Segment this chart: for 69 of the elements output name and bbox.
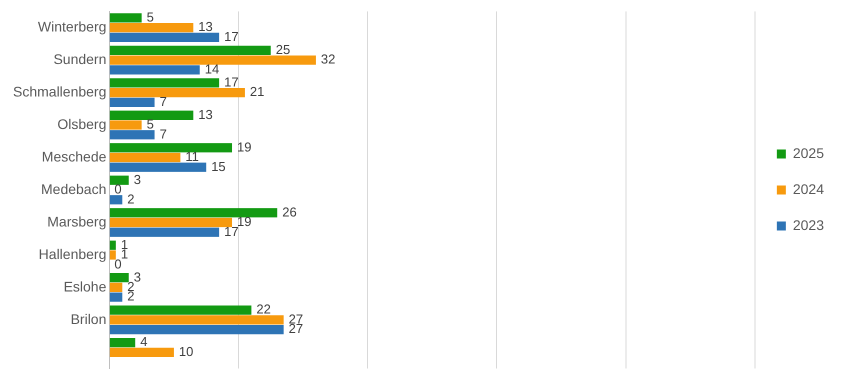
data-label: 17 (224, 224, 239, 239)
data-label: 19 (237, 139, 252, 154)
bar (110, 176, 129, 185)
data-label: 25 (276, 42, 290, 57)
y-tick-label: Marsberg (47, 213, 106, 230)
data-label: 5 (146, 9, 154, 24)
data-label: 7 (160, 94, 167, 109)
bar (110, 325, 284, 334)
bar (110, 32, 220, 42)
bar (110, 338, 136, 348)
bar (110, 88, 245, 98)
data-label: 3 (134, 269, 141, 284)
data-label: 4 (140, 334, 148, 350)
data-label: 0 (114, 182, 122, 197)
bar (110, 23, 194, 32)
data-label: 32 (320, 52, 336, 67)
data-label: 26 (282, 204, 297, 220)
legend-label: 2025 (792, 144, 824, 161)
y-tick-label: Sundern (53, 50, 106, 67)
y-tick-label: Brilon (70, 310, 106, 327)
data-label: 0 (114, 256, 122, 272)
bar (110, 13, 142, 23)
bar (110, 240, 116, 250)
bar (110, 348, 174, 357)
legend-label: 2024 (792, 180, 824, 197)
data-label: 5 (146, 116, 154, 132)
data-label: 11 (185, 149, 199, 164)
data-label: 17 (224, 74, 239, 90)
bar (110, 46, 271, 55)
bar (110, 228, 220, 237)
bar (110, 110, 194, 120)
bar (110, 218, 232, 228)
bar (110, 162, 206, 172)
y-tick-label: Medebach (40, 180, 106, 197)
data-label: 2 (127, 191, 135, 206)
bar (110, 273, 129, 282)
bar (110, 315, 284, 325)
data-label: 15 (211, 158, 226, 174)
y-tick-label: Hallenberg (38, 246, 106, 262)
data-label: 10 (178, 344, 194, 359)
data-label: 21 (250, 84, 264, 100)
data-label: 14 (204, 61, 220, 76)
bar (110, 208, 278, 218)
data-label: 3 (134, 172, 141, 187)
bar (110, 65, 200, 74)
bar (110, 152, 180, 162)
y-tick-label: Schmallenberg (12, 83, 106, 100)
bar (110, 98, 155, 107)
data-label: 7 (160, 126, 167, 142)
data-label: 13 (198, 106, 213, 122)
data-label: 17 (224, 28, 239, 44)
bar (110, 55, 316, 65)
bar (110, 143, 232, 152)
bar (110, 78, 220, 88)
y-tick-label: Meschede (42, 148, 107, 164)
bar (110, 195, 122, 204)
data-label: 22 (256, 302, 271, 317)
y-tick-label: Eslohe (64, 278, 107, 294)
data-label: 13 (198, 19, 213, 34)
bar (110, 130, 155, 140)
y-tick-label: Olsberg (57, 116, 106, 132)
bar (110, 292, 122, 302)
bar (110, 282, 122, 292)
bar (110, 250, 116, 260)
bar (110, 120, 142, 130)
bar (110, 306, 252, 315)
legend-label: 2023 (792, 216, 824, 233)
y-tick-label: Winterberg (38, 18, 106, 34)
data-label: 19 (237, 214, 252, 230)
